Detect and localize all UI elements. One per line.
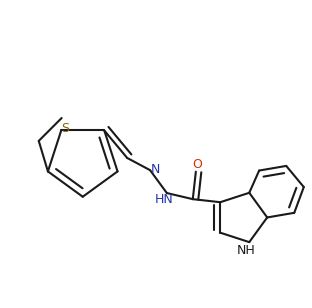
Text: N: N [151,163,160,176]
Text: HN: HN [155,193,174,206]
Text: S: S [61,123,69,136]
Text: NH: NH [237,244,256,257]
Text: O: O [192,158,202,172]
